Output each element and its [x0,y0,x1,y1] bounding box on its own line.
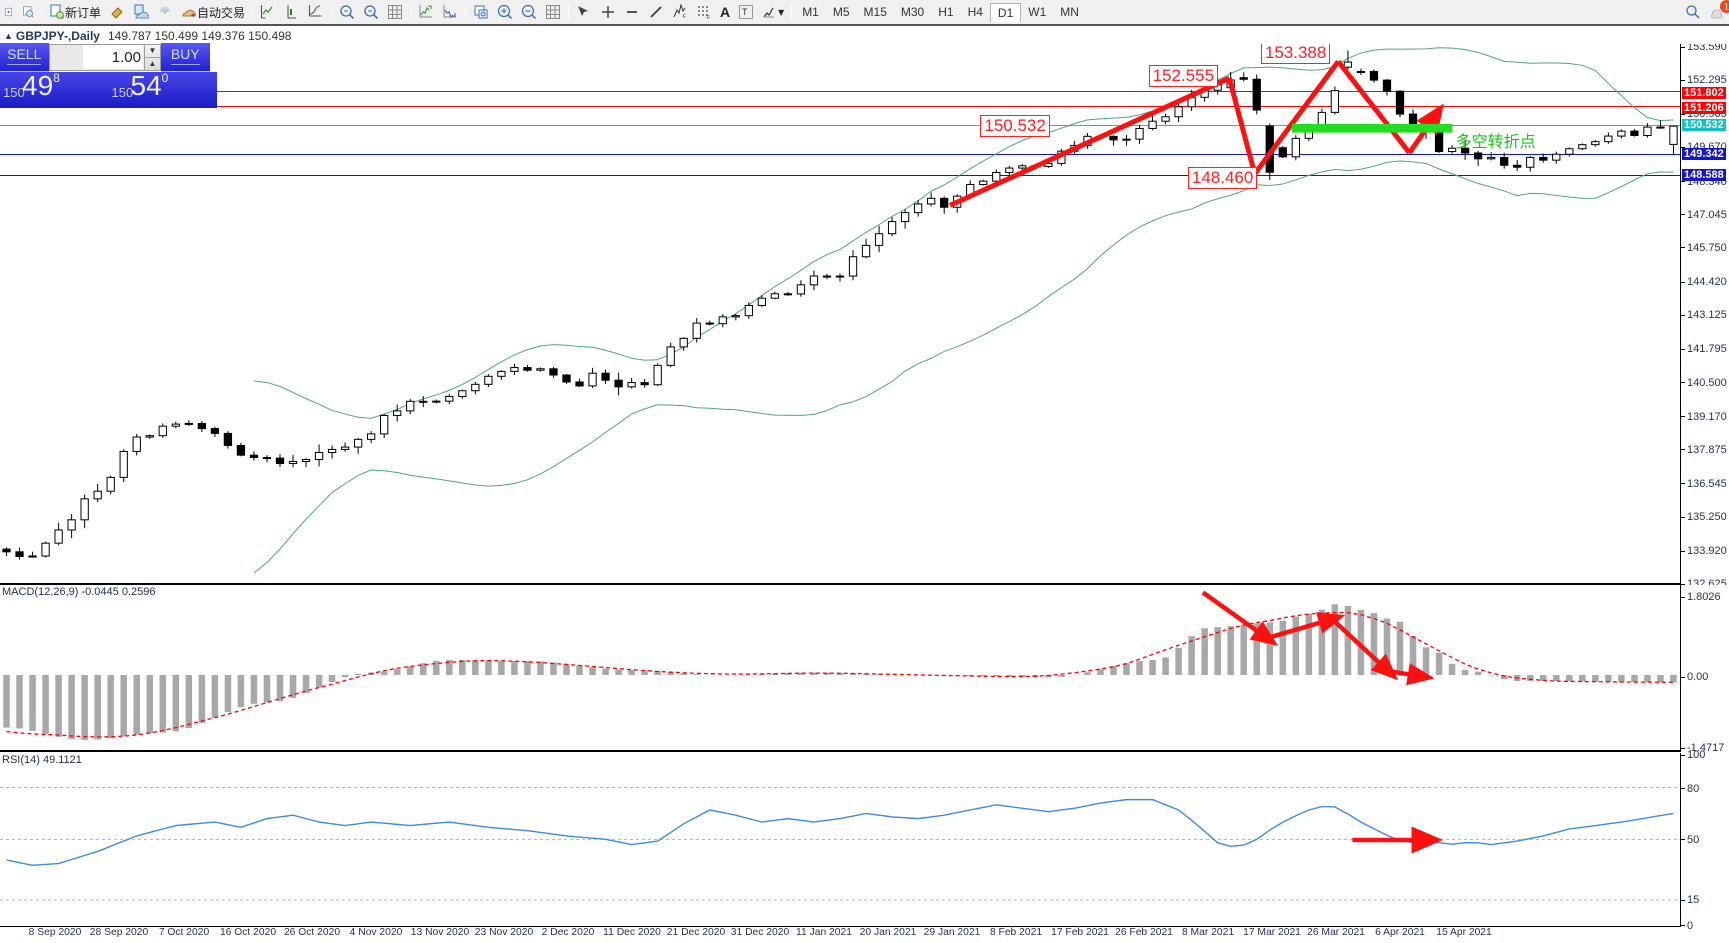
svg-text:F: F [683,14,686,20]
svg-text:T: T [742,7,748,17]
svg-text:多空转折点: 多空转折点 [1456,133,1536,151]
svg-text:F: F [707,15,710,20]
